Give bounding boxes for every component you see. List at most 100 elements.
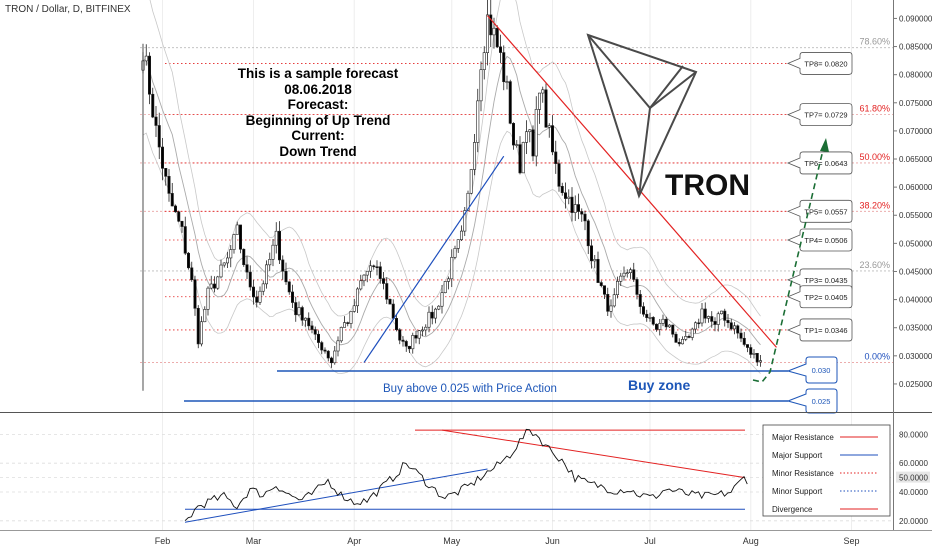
legend-box [762, 424, 891, 517]
candle-body [248, 271, 252, 288]
candle-body [362, 274, 366, 282]
price-tick-label: 0.090000 [899, 14, 932, 23]
buy-annotations: Buy above 0.025 with Price Action Buy zo… [184, 356, 838, 414]
candle-body [349, 311, 353, 324]
oscillator-axis: 80.0000 60.0000 50.0000 40.0000 20.0000 [893, 412, 930, 530]
time-tick-label: Sep [843, 536, 859, 546]
projection-arrowhead [820, 138, 829, 152]
candle-body [466, 192, 470, 211]
price-tick-label: 0.065000 [899, 155, 932, 164]
candle-body [589, 245, 593, 262]
symbol-title: TRON / Dollar, D, BITFINEX [5, 4, 131, 15]
candle-body [713, 321, 717, 325]
candle-body [144, 55, 148, 62]
candle-body [300, 307, 304, 321]
band-middle [142, 55, 761, 346]
fib-label: 23.60% [859, 260, 890, 270]
candle-body [459, 230, 463, 240]
candle-body [719, 310, 723, 315]
major-resistance-line [487, 15, 777, 348]
target-callout [786, 103, 853, 126]
candle-body [537, 92, 541, 110]
candle-body [518, 144, 522, 174]
candle-body [580, 211, 584, 215]
candle-body [352, 305, 356, 312]
legend-label: Major Resistance [772, 433, 834, 442]
candle-body [316, 333, 320, 343]
candle-body [554, 151, 558, 164]
candle-body [180, 220, 184, 227]
projection-path [752, 149, 824, 383]
candle-body [258, 290, 262, 303]
candle-body [203, 309, 207, 323]
candle-body [443, 281, 447, 293]
price-tick-label: 0.040000 [899, 296, 932, 305]
candle-body [430, 311, 434, 319]
grid [162, 0, 852, 530]
candle-body [303, 317, 307, 321]
candle-body [651, 317, 655, 325]
candle-body [511, 123, 515, 146]
candle-body [333, 350, 337, 364]
candle-body [515, 144, 519, 146]
candle-body [680, 339, 684, 345]
forecast-line-3: Forecast: [287, 97, 349, 112]
candle-body [239, 224, 243, 250]
candle-body [583, 213, 587, 222]
candle-body [320, 342, 324, 351]
candle-body [219, 264, 223, 278]
forecast-line-6: Down Trend [279, 143, 357, 159]
band-lower [142, 130, 761, 374]
candle-body [355, 288, 359, 307]
candle-body [534, 109, 538, 157]
fib-label: 0.00% [864, 352, 890, 362]
trendlines [363, 15, 777, 363]
candle-body [593, 259, 597, 262]
price-axis: 0.090000 0.085000 0.080000 0.075000 0.070000… [893, 0, 932, 412]
candle-body [407, 345, 411, 350]
candle-body [268, 259, 272, 266]
candle-body [372, 265, 376, 268]
tron-logo-triangle [586, 33, 698, 199]
price-tick-label: 0.060000 [899, 183, 932, 192]
candle-body [213, 283, 217, 289]
price-tick-label: 0.055000 [899, 211, 932, 220]
candle-body [271, 244, 275, 260]
candle-body [755, 352, 759, 363]
candle-body [190, 267, 194, 281]
target-callout [786, 151, 853, 175]
candle-body [375, 266, 379, 269]
candle-body [206, 287, 210, 310]
candle-body [596, 259, 600, 283]
candle-body [391, 303, 395, 319]
candle-body [671, 324, 675, 335]
candle-body [229, 249, 233, 259]
candle-body [557, 163, 561, 187]
fib-labels: 78.60% 61.80% 50.00% 38.20% 23.60% 0.00% [859, 37, 890, 362]
candle-body [615, 281, 619, 296]
candle-body [209, 283, 213, 289]
candle-body [706, 316, 710, 319]
candle-body [648, 317, 652, 319]
price-tick-label: 0.025000 [899, 380, 932, 389]
candle-body [479, 69, 483, 102]
candle-body [277, 230, 281, 261]
candle-body [404, 341, 408, 347]
candle-body [664, 318, 668, 328]
candle-body [723, 310, 727, 321]
candle-body [446, 278, 450, 282]
time-tick-label: Jul [644, 536, 656, 546]
candle-body [654, 323, 658, 330]
time-axis: Feb Mar Apr May Jun Jul Aug Sep [155, 536, 860, 546]
buy-zone-text: Buy zone [628, 377, 690, 393]
candle-body [700, 308, 704, 324]
target-callout-text: TP7= 0.0729 [804, 111, 847, 120]
candle-body [385, 283, 389, 300]
candle-body [242, 248, 246, 265]
candle-body [411, 335, 415, 350]
time-tick-label: Feb [155, 536, 171, 546]
candle-body [174, 205, 178, 213]
candle-body [196, 308, 200, 345]
price-tick-label: 0.070000 [899, 127, 932, 136]
candle-body [193, 279, 197, 309]
